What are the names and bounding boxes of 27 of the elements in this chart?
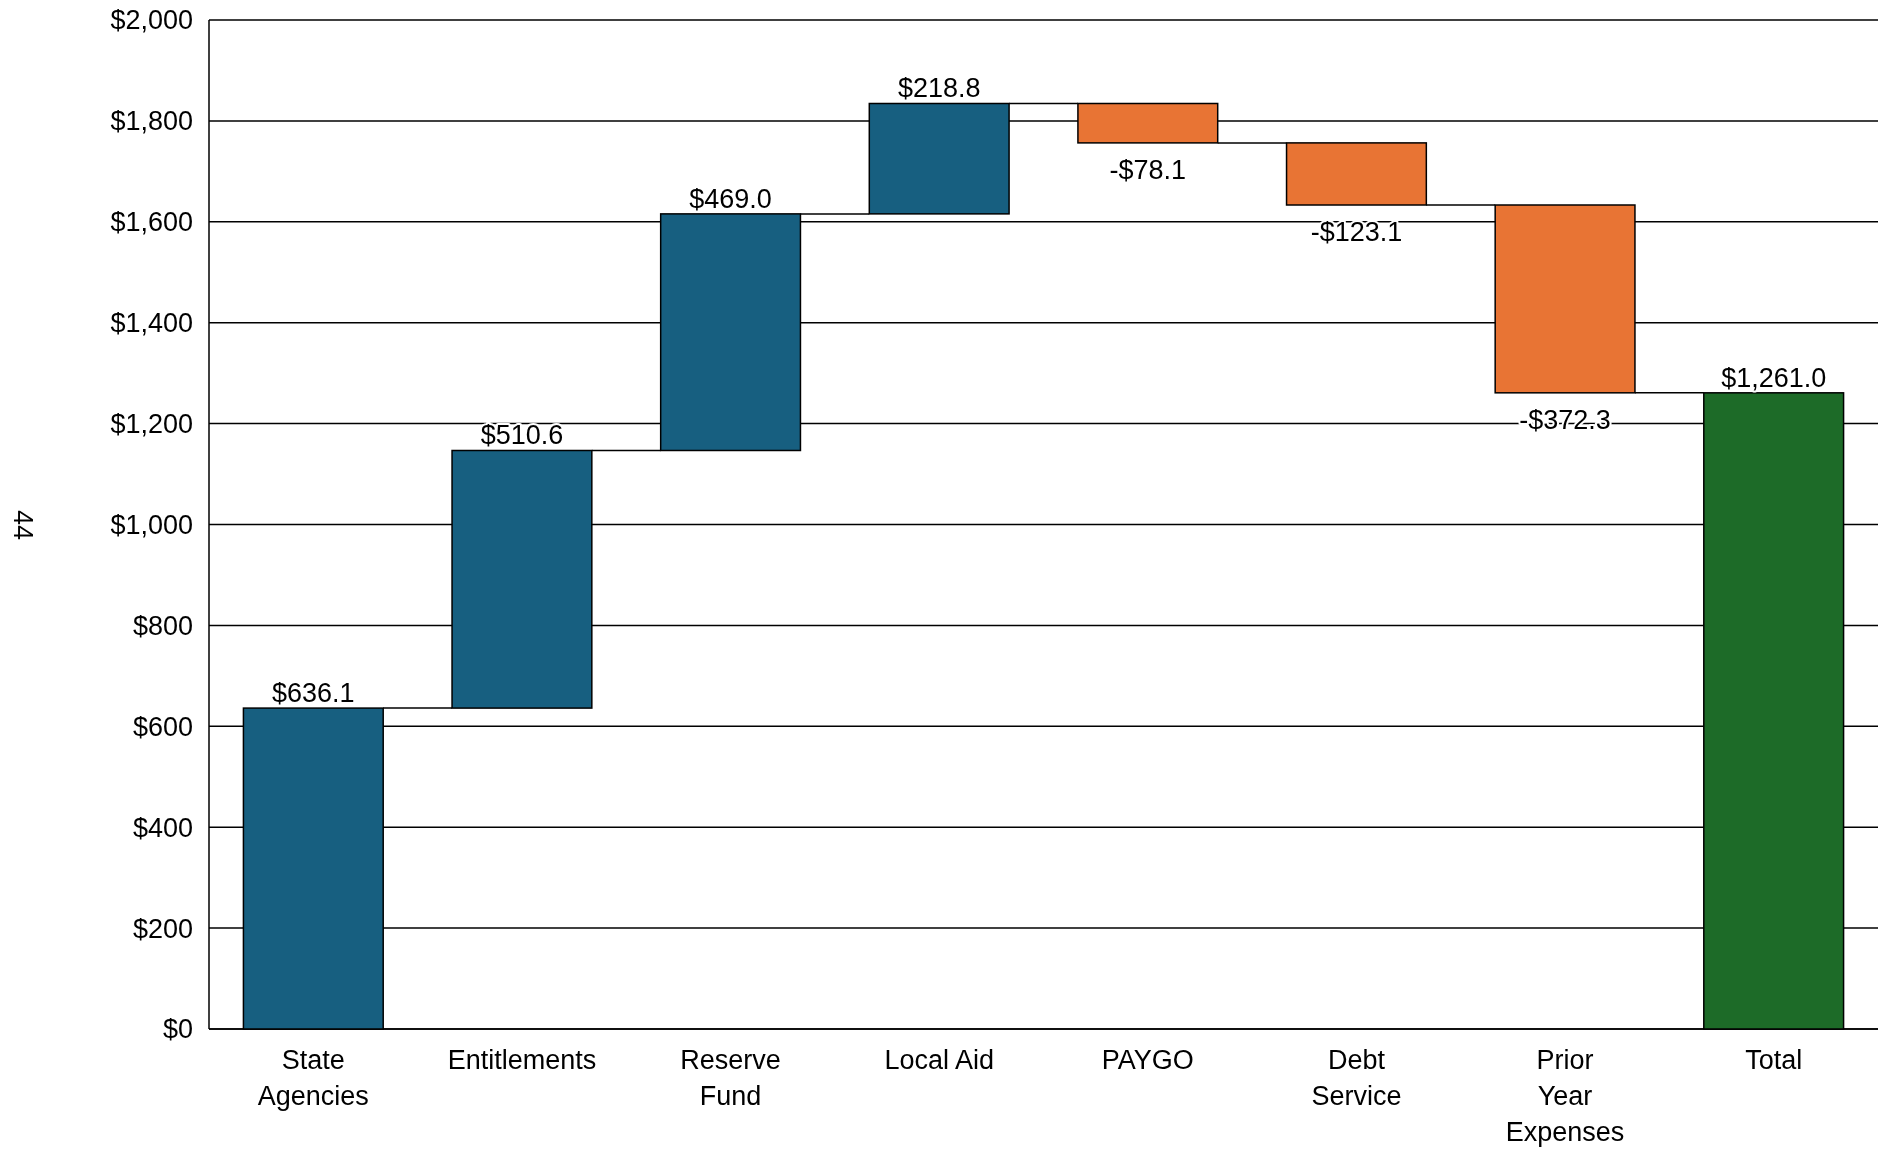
data-label: $636.1 xyxy=(272,678,355,709)
y-tick-label: $1,400 xyxy=(110,308,193,339)
y-tick-label: $600 xyxy=(132,711,193,742)
data-label: -$78.1 xyxy=(1109,154,1187,185)
y-tick-label: $2,000 xyxy=(110,5,193,36)
y-tick-label: $1,000 xyxy=(110,509,193,540)
x-tick-label: State Agencies xyxy=(257,1045,369,1111)
data-label: $218.8 xyxy=(897,73,981,104)
data-label: -$123.1 xyxy=(1310,217,1403,247)
data-label: $1,261.0 xyxy=(1721,362,1827,393)
x-tick-label: Prior Year Expenses xyxy=(1505,1045,1625,1147)
y-tick-label: $800 xyxy=(132,610,193,641)
x-tick-label: Debt Service xyxy=(1311,1045,1402,1111)
y-tick-label: $1,600 xyxy=(110,207,193,238)
y-tick-label: $400 xyxy=(132,812,193,843)
y-tick-label: $1,200 xyxy=(110,409,193,440)
x-tick-label: PAYGO xyxy=(1101,1045,1194,1075)
y-tick-label: $0 xyxy=(162,1014,193,1045)
x-tick-label: Local Aid xyxy=(884,1045,994,1075)
data-label: $469.0 xyxy=(689,183,772,214)
text: 44 xyxy=(8,509,38,541)
x-tick-label: Total xyxy=(1745,1045,1803,1075)
x-tick-label: Reserve Fund xyxy=(680,1045,781,1111)
x-tick-label: Entitlements xyxy=(447,1045,597,1075)
y-tick-label: $1,800 xyxy=(110,106,193,137)
y-tick-label: $200 xyxy=(132,913,193,944)
data-label: $510.6 xyxy=(480,420,564,451)
